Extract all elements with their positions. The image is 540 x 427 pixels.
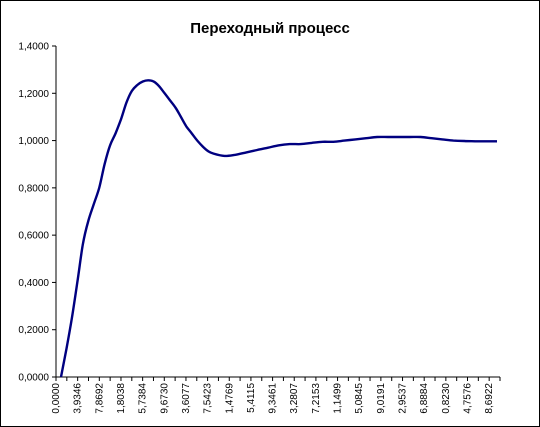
x-tick-label: 1,8038 bbox=[116, 383, 127, 414]
y-tick-label: 0,0000 bbox=[18, 373, 49, 384]
chart-title: Переходный процесс bbox=[190, 20, 350, 37]
series-line bbox=[59, 79, 497, 378]
x-tick-label: 9,3461 bbox=[268, 383, 279, 414]
y-tick-label: 0,6000 bbox=[18, 231, 49, 242]
series-group bbox=[59, 79, 497, 378]
y-tick-label: 0,4000 bbox=[18, 278, 49, 289]
x-tick-label: 7,8692 bbox=[94, 383, 105, 414]
x-tick-label: 0,0000 bbox=[51, 383, 62, 414]
x-tick-label: 5,7384 bbox=[138, 383, 149, 414]
x-tick-label: 0,8230 bbox=[441, 383, 452, 414]
y-tick-label: 1,0000 bbox=[18, 136, 49, 147]
y-tick-label: 1,2000 bbox=[18, 89, 49, 100]
y-tick-label: 1,4000 bbox=[18, 42, 49, 53]
x-tick-label: 3,2807 bbox=[289, 383, 300, 414]
y-axis: 0,0000 0,2000 0,4000 0,6000 0,8000 1,0000 1,20… bbox=[18, 42, 56, 384]
x-tick-label: 9,0191 bbox=[376, 383, 387, 414]
x-tick-label: 7,2153 bbox=[311, 383, 322, 414]
x-tick-label: 5,0845 bbox=[354, 383, 365, 414]
x-tick-label: 1,1499 bbox=[333, 383, 344, 414]
x-tick-label: 2,9537 bbox=[398, 383, 409, 414]
y-tick-label: 0,8000 bbox=[18, 183, 49, 194]
x-tick-label: 5,4115 bbox=[246, 383, 257, 413]
x-tick-label: 7,5423 bbox=[203, 383, 214, 414]
x-tick-label: 6,8884 bbox=[419, 383, 430, 414]
x-tick-label: 3,6077 bbox=[181, 383, 192, 414]
x-tick-label: 9,6730 bbox=[159, 383, 170, 414]
x-axis: 0,0000 3,9346 7,8692 1,8038 5,7384 9,6730 3,60… bbox=[51, 377, 501, 414]
x-tick-label: 1,4769 bbox=[224, 383, 235, 414]
x-tick-label: 8,6922 bbox=[484, 383, 495, 414]
x-tick-label: 3,9346 bbox=[73, 383, 84, 414]
y-tick-label: 0,2000 bbox=[18, 325, 49, 336]
x-tick-label: 4,7576 bbox=[463, 383, 474, 414]
